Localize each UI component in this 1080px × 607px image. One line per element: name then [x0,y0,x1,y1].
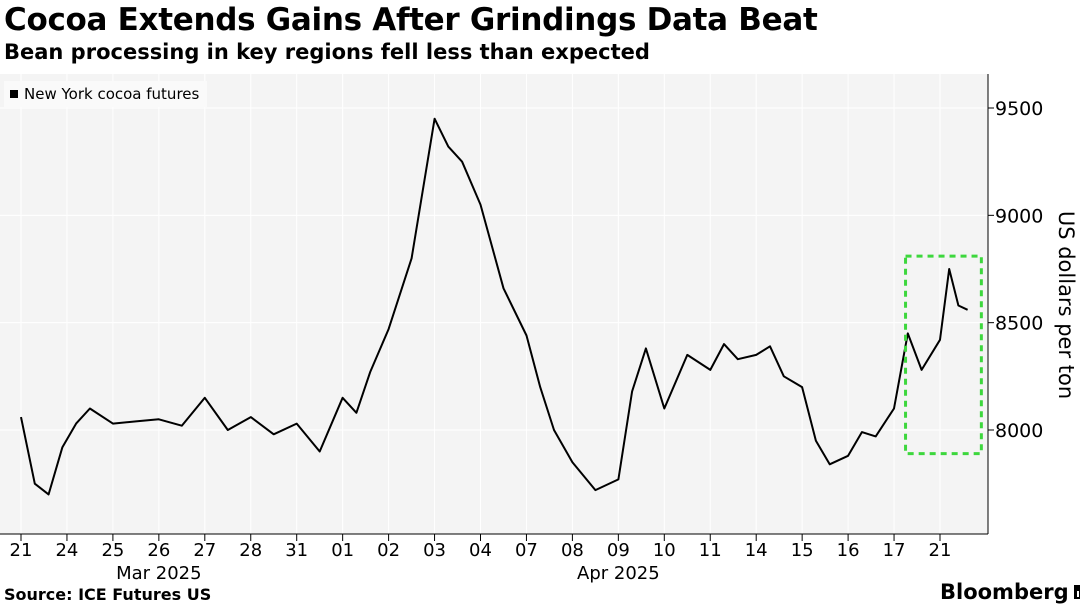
x-tick-label: 03 [423,540,446,561]
x-tick-label: 25 [101,540,124,561]
plot-area [0,74,988,534]
legend-swatch [10,90,18,98]
y-tick-label: 9000 [995,205,1043,227]
y-tick-label: 9500 [995,98,1043,120]
x-tick-label: 04 [469,540,492,561]
x-tick-label: 16 [837,540,860,561]
y-axis-label: US dollars per ton [1054,210,1078,400]
x-tick-label: 24 [55,540,78,561]
x-tick-label: 31 [285,540,308,561]
x-tick-label: 26 [147,540,170,561]
x-tick-label: 14 [745,540,768,561]
series-group [20,117,969,496]
annotation-group [904,254,983,456]
legend: New York cocoa futures [4,81,208,107]
x-tick-label: 11 [699,540,722,561]
y-axis-tick-labels: 8000 8500 9000 9500 [995,98,1043,442]
x-month-label: Apr 2025 [577,563,660,584]
y-tick-label: 8500 [995,313,1043,335]
bloomberg-logo: Bloomberg [940,580,1080,604]
highlight-box [904,254,983,456]
x-tick-label: 10 [653,540,676,561]
x-axis-tick-labels: 21 24 25 26 27 28 31 01 02 03 04 07 08 09 10 11 14 15 16 17… [10,540,952,561]
x-tick-label: 21 [10,540,33,561]
x-axis-ticks [20,534,941,541]
x-tick-label: 09 [607,540,630,561]
source-note: Source: ICE Futures US [4,585,212,604]
x-tick-label: 21 [929,540,952,561]
y-tick-label: 8000 [995,420,1043,442]
x-tick-label: 28 [239,540,262,561]
brand-text: Bloomberg [940,580,1069,604]
x-tick-label: 17 [883,540,906,561]
series-line-new-york-cocoa-futures [20,117,969,496]
legend-label: New York cocoa futures [24,85,200,103]
x-tick-label: 08 [561,540,584,561]
x-tick-label: 15 [791,540,814,561]
x-axis-month-labels: Mar 2025 Apr 2025 [116,563,660,584]
chart-title: Cocoa Extends Gains After Grindings Data… [4,2,818,38]
x-tick-label: 27 [193,540,216,561]
grid-lines [0,74,994,535]
chart-subtitle: Bean processing in key regions fell less… [4,40,650,64]
x-month-label: Mar 2025 [116,563,202,584]
x-tick-label: 07 [515,540,538,561]
x-tick-label: 02 [377,540,400,561]
x-tick-label: 01 [331,540,354,561]
bloomberg-terminal-icon [1073,585,1080,599]
